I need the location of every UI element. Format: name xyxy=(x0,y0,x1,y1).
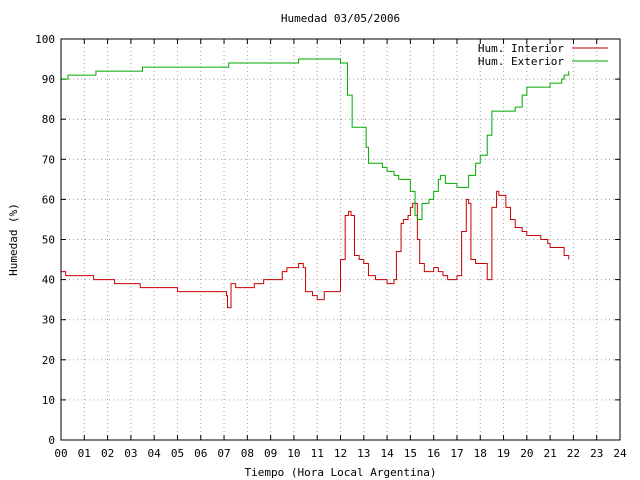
x-tick-label: 21 xyxy=(544,447,557,460)
y-axis-ticks: 0 10 20 30 40 50 60 70 80 90 100 xyxy=(35,33,620,447)
x-tick-label: 03 xyxy=(124,447,137,460)
series-line-exterior xyxy=(61,58,570,220)
x-tick-label: 09 xyxy=(264,447,277,460)
x-tick-label: 07 xyxy=(217,447,230,460)
x-tick-label: 13 xyxy=(357,447,370,460)
y-tick-label: 60 xyxy=(42,193,55,206)
x-axis-label: Tiempo (Hora Local Argentina) xyxy=(244,466,436,479)
x-tick-label: 12 xyxy=(334,447,347,460)
y-tick-label: 50 xyxy=(42,234,55,247)
x-tick-label: 06 xyxy=(194,447,207,460)
y-tick-label: 0 xyxy=(48,434,55,447)
x-tick-label: 18 xyxy=(474,447,487,460)
series-lines xyxy=(61,58,570,309)
x-tick-label: 22 xyxy=(567,447,580,460)
x-tick-label: 20 xyxy=(520,447,533,460)
y-tick-label: 40 xyxy=(42,274,55,287)
x-tick-label: 23 xyxy=(590,447,603,460)
series-line-interior xyxy=(61,190,570,309)
x-tick-label: 05 xyxy=(171,447,184,460)
legend-label: Hum. Interior xyxy=(478,42,564,55)
x-tick-label: 04 xyxy=(148,447,162,460)
y-tick-label: 100 xyxy=(35,33,55,46)
y-tick-label: 90 xyxy=(42,73,55,86)
x-tick-label: 15 xyxy=(404,447,417,460)
x-tick-label: 24 xyxy=(613,447,627,460)
x-tick-label: 16 xyxy=(427,447,440,460)
y-tick-label: 30 xyxy=(42,314,55,327)
x-tick-label: 14 xyxy=(380,447,394,460)
x-tick-label: 01 xyxy=(78,447,91,460)
y-axis-label: Humedad (%) xyxy=(7,203,20,276)
x-tick-label: 17 xyxy=(450,447,463,460)
x-tick-label: 10 xyxy=(287,447,300,460)
y-tick-label: 10 xyxy=(42,394,55,407)
grid xyxy=(61,39,620,440)
legend-label: Hum. Exterior xyxy=(478,55,564,68)
x-tick-label: 19 xyxy=(497,447,510,460)
x-tick-label: 11 xyxy=(311,447,324,460)
x-tick-label: 00 xyxy=(54,447,67,460)
y-tick-label: 70 xyxy=(42,153,55,166)
y-tick-label: 20 xyxy=(42,354,55,367)
y-tick-label: 80 xyxy=(42,113,55,126)
x-tick-label: 08 xyxy=(241,447,254,460)
x-axis-ticks: 00 01 02 03 04 05 06 07 08 09 10 11 12 13 14 15 16 17 18 19… xyxy=(54,39,627,460)
x-tick-label: 02 xyxy=(101,447,114,460)
plot-area-frame xyxy=(60,38,621,441)
chart-title: Humedad 03/05/2006 xyxy=(281,12,400,25)
